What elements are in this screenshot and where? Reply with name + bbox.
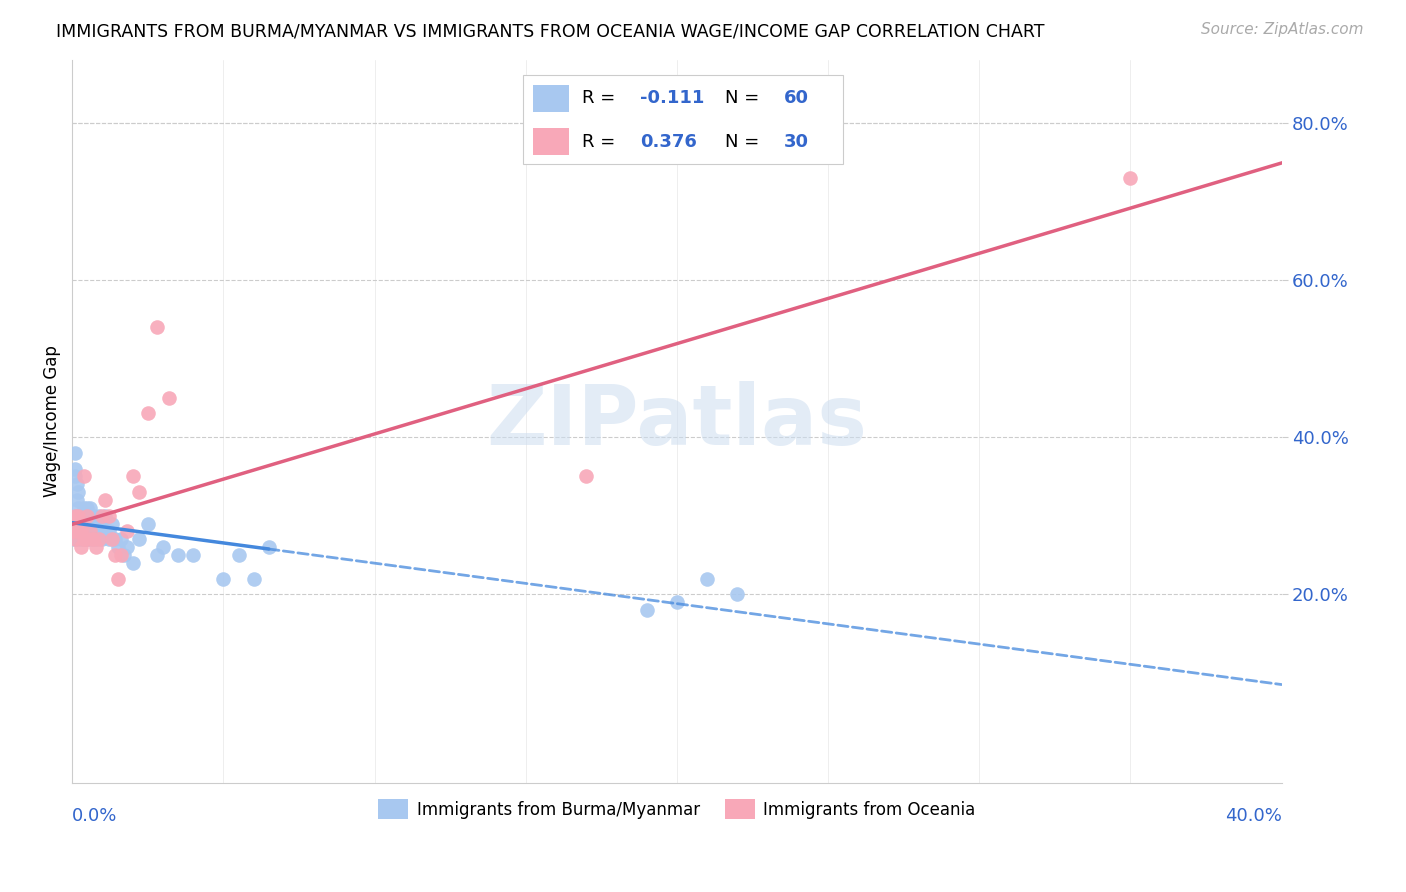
Point xyxy=(97,533,120,547)
Point xyxy=(94,508,117,523)
Point xyxy=(1119,170,1142,185)
Point xyxy=(67,508,90,523)
Point xyxy=(73,533,96,547)
Point xyxy=(97,508,120,523)
Point xyxy=(115,524,138,539)
Point xyxy=(136,516,159,531)
Text: IMMIGRANTS FROM BURMA/MYANMAR VS IMMIGRANTS FROM OCEANIA WAGE/INCOME GAP CORRELA: IMMIGRANTS FROM BURMA/MYANMAR VS IMMIGRA… xyxy=(56,22,1045,40)
Point xyxy=(115,540,138,554)
Point xyxy=(136,407,159,421)
Point xyxy=(97,524,120,539)
Point xyxy=(70,533,93,547)
Point xyxy=(112,548,135,562)
Point xyxy=(66,493,89,508)
Point xyxy=(89,533,111,547)
Point xyxy=(76,533,98,547)
Point xyxy=(65,469,87,483)
Point xyxy=(575,469,598,483)
Point xyxy=(103,533,125,547)
Point xyxy=(91,533,114,547)
Point xyxy=(82,508,104,523)
Text: 40.0%: 40.0% xyxy=(1225,806,1281,825)
Point xyxy=(181,548,204,562)
Point xyxy=(100,533,122,547)
Point xyxy=(70,524,93,539)
Point xyxy=(65,508,87,523)
Y-axis label: Wage/Income Gap: Wage/Income Gap xyxy=(44,345,60,497)
Point xyxy=(79,500,101,515)
Point xyxy=(65,461,87,475)
Point xyxy=(82,533,104,547)
Point xyxy=(89,524,111,539)
Point xyxy=(67,533,90,547)
Text: ZIPatlas: ZIPatlas xyxy=(486,381,868,462)
Point xyxy=(665,595,688,609)
Point xyxy=(167,548,190,562)
Point xyxy=(82,533,104,547)
Point xyxy=(86,540,108,554)
Point xyxy=(63,524,86,539)
Point xyxy=(103,548,125,562)
Point xyxy=(107,572,129,586)
Point xyxy=(110,548,132,562)
Point xyxy=(128,485,150,500)
Point xyxy=(65,446,87,460)
Point xyxy=(79,533,101,547)
Point xyxy=(66,477,89,491)
Point xyxy=(86,533,108,547)
Point xyxy=(121,469,143,483)
Text: Source: ZipAtlas.com: Source: ZipAtlas.com xyxy=(1201,22,1364,37)
Point xyxy=(79,524,101,539)
Point xyxy=(110,533,132,547)
Point xyxy=(70,524,93,539)
Point xyxy=(65,533,87,547)
Point xyxy=(70,508,93,523)
Point xyxy=(73,533,96,547)
Point xyxy=(128,533,150,547)
Point xyxy=(146,320,169,334)
Point xyxy=(696,572,718,586)
Point xyxy=(228,548,250,562)
Point xyxy=(73,516,96,531)
Point xyxy=(73,469,96,483)
Point xyxy=(725,587,748,601)
Point xyxy=(62,533,84,547)
Point xyxy=(73,500,96,515)
Point xyxy=(89,508,111,523)
Text: 0.0%: 0.0% xyxy=(72,806,118,825)
Point xyxy=(76,508,98,523)
Point xyxy=(67,500,90,515)
Point xyxy=(91,508,114,523)
Point xyxy=(100,516,122,531)
Point xyxy=(212,572,235,586)
Point xyxy=(86,516,108,531)
Point xyxy=(70,540,93,554)
Point xyxy=(242,572,264,586)
Point xyxy=(76,524,98,539)
Point xyxy=(67,485,90,500)
Point xyxy=(257,540,280,554)
Point xyxy=(636,603,658,617)
Point xyxy=(67,524,90,539)
Point xyxy=(107,540,129,554)
Point xyxy=(76,533,98,547)
Point xyxy=(152,540,174,554)
Point xyxy=(76,500,98,515)
Point xyxy=(79,516,101,531)
Point xyxy=(82,524,104,539)
Point xyxy=(76,508,98,523)
Point xyxy=(94,493,117,508)
Point xyxy=(94,524,117,539)
Point xyxy=(62,524,84,539)
Point xyxy=(146,548,169,562)
Point xyxy=(86,524,108,539)
Legend: Immigrants from Burma/Myanmar, Immigrants from Oceania: Immigrants from Burma/Myanmar, Immigrant… xyxy=(371,793,981,825)
Point xyxy=(121,556,143,570)
Point xyxy=(65,508,87,523)
Point xyxy=(91,516,114,531)
Point xyxy=(157,391,180,405)
Point xyxy=(67,508,90,523)
